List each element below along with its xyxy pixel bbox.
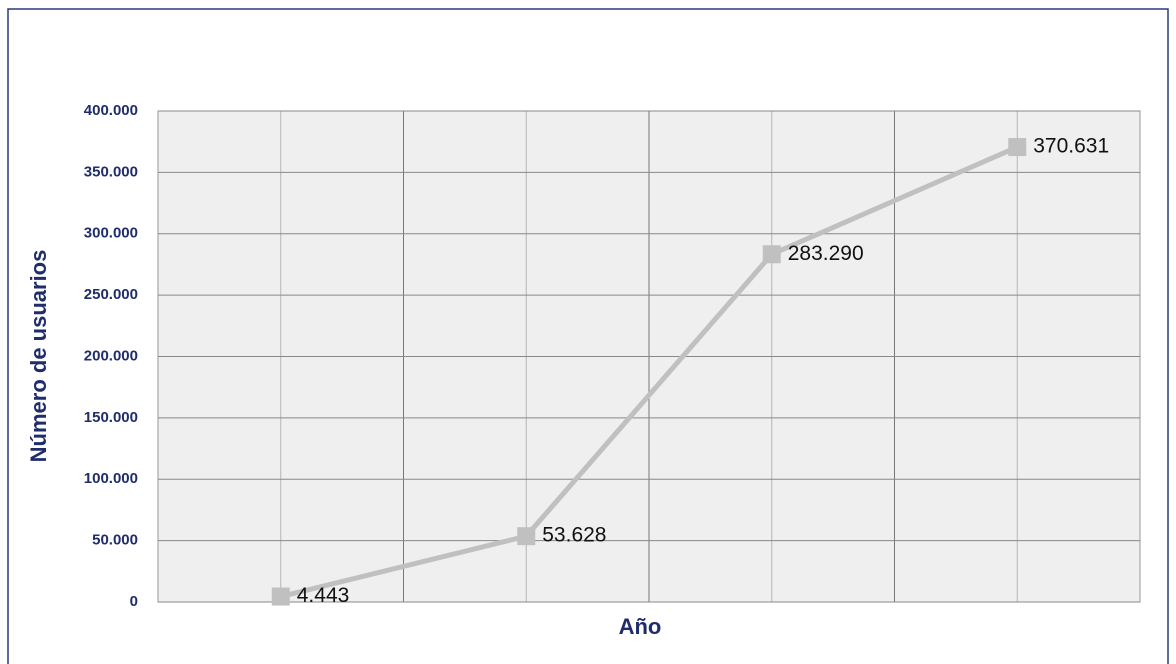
chart: Año Número de usuarios 0 50.000 100.000 150… <box>0 0 1176 664</box>
x-axis-title: Año <box>619 614 662 639</box>
y-tick-label: 200.000 <box>84 347 138 364</box>
point <box>272 588 290 606</box>
y-tick-label: 300.000 <box>84 225 138 242</box>
y-axis-title: Número de usuarios <box>26 250 51 463</box>
y-tick-label: 50.000 <box>92 532 138 549</box>
value-label: 370.631 <box>1033 135 1109 158</box>
y-tick-label: 0 <box>130 593 138 610</box>
y-tick-label: 350.000 <box>84 163 138 180</box>
value-label: 283.290 <box>788 242 864 265</box>
y-tick-label: 400.000 <box>84 102 138 119</box>
value-label: 53.628 <box>542 524 606 547</box>
value-label: 4.443 <box>297 584 350 607</box>
y-tick-label: 100.000 <box>84 470 138 487</box>
point <box>763 245 781 263</box>
point <box>517 527 535 545</box>
y-tick-label: 250.000 <box>84 286 138 303</box>
y-tick-label: 150.000 <box>84 409 138 426</box>
point <box>1008 138 1026 156</box>
